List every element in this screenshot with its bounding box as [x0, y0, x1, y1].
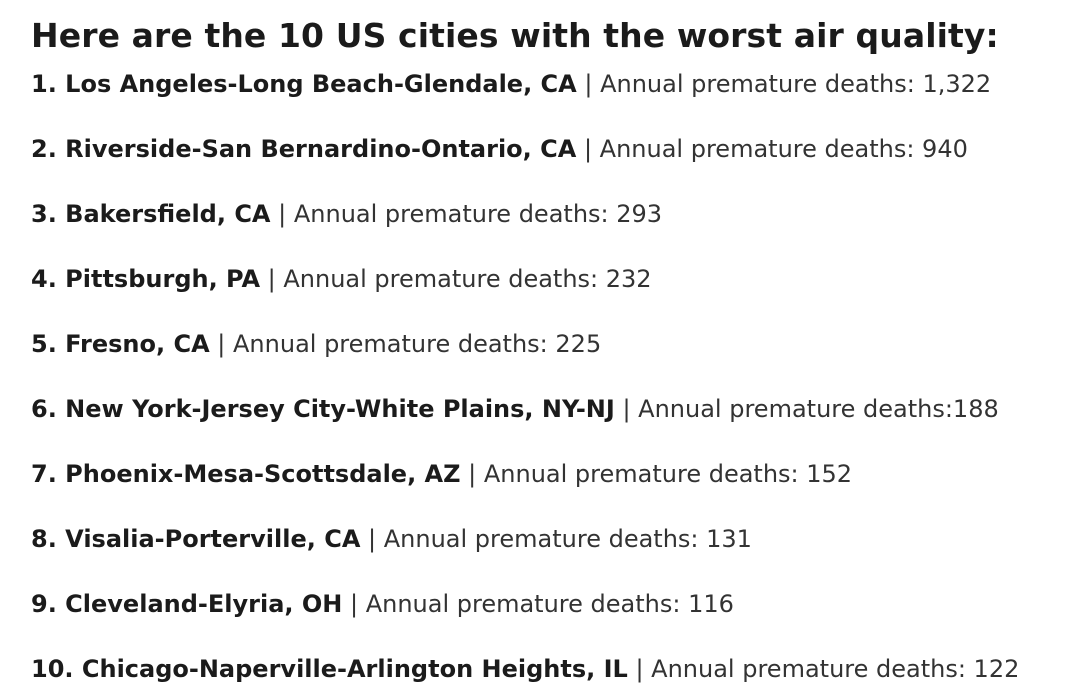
- separator: |: [576, 135, 600, 163]
- deaths-value: Annual premature deaths: 152: [483, 460, 853, 488]
- deaths-value: Annual premature deaths: 232: [283, 265, 652, 293]
- separator: |: [360, 525, 384, 553]
- deaths-value: Annual premature deaths:188: [638, 395, 999, 423]
- separator: |: [342, 590, 366, 618]
- city-name: 9. Cleveland-Elyria, OH: [31, 590, 343, 618]
- deaths-value: Annual premature deaths: 940: [599, 135, 968, 163]
- list-item: 2. Riverside-San Bernardino-Ontario, CA …: [31, 134, 968, 164]
- city-name: 1. Los Angeles-Long Beach-Glendale, CA: [31, 70, 577, 98]
- city-name: 8. Visalia-Porterville, CA: [31, 525, 361, 553]
- list-item: 5. Fresno, CA | Annual premature deaths:…: [31, 329, 601, 359]
- separator: |: [627, 655, 652, 683]
- separator: |: [576, 70, 601, 98]
- city-name: 2. Riverside-San Bernardino-Ontario, CA: [31, 135, 577, 163]
- deaths-value: Annual premature deaths: 293: [293, 200, 663, 228]
- list-item: 8. Visalia-Porterville, CA | Annual prem…: [31, 524, 752, 554]
- separator: |: [209, 330, 234, 358]
- deaths-value: Annual premature deaths: 116: [365, 590, 734, 618]
- list-item: 10. Chicago-Naperville-Arlington Heights…: [31, 654, 1019, 684]
- list-item: 1. Los Angeles-Long Beach-Glendale, CA |…: [31, 69, 991, 99]
- city-name: 10. Chicago-Naperville-Arlington Heights…: [31, 655, 628, 683]
- city-name: 6. New York-Jersey City-White Plains, NY…: [31, 395, 615, 423]
- deaths-value: Annual premature deaths: 122: [651, 655, 1020, 683]
- separator: |: [270, 200, 294, 228]
- separator: |: [614, 395, 639, 423]
- separator: |: [460, 460, 484, 488]
- deaths-value: Annual premature deaths: 131: [383, 525, 752, 553]
- city-name: 3. Bakersfield, CA: [31, 200, 271, 228]
- city-name: 4. Pittsburgh, PA: [31, 265, 261, 293]
- list-item: 9. Cleveland-Elyria, OH | Annual prematu…: [31, 589, 734, 619]
- list-item: 7. Phoenix-Mesa-Scottsdale, AZ | Annual …: [31, 459, 852, 489]
- list-item: 4. Pittsburgh, PA | Annual premature dea…: [31, 264, 652, 294]
- deaths-value: Annual premature deaths: 225: [233, 330, 602, 358]
- city-name: 5. Fresno, CA: [31, 330, 210, 358]
- city-name: 7. Phoenix-Mesa-Scottsdale, AZ: [31, 460, 461, 488]
- list-item: 3. Bakersfield, CA | Annual premature de…: [31, 199, 662, 229]
- deaths-value: Annual premature deaths: 1,322: [600, 70, 992, 98]
- list-heading: Here are the 10 US cities with the worst…: [31, 16, 999, 55]
- separator: |: [260, 265, 284, 293]
- list-item: 6. New York-Jersey City-White Plains, NY…: [31, 394, 999, 424]
